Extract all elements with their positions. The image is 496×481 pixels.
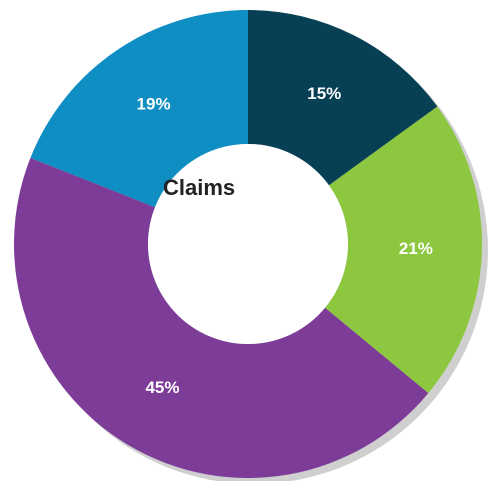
- hole: [148, 144, 348, 344]
- slice-label: 15%: [307, 84, 341, 103]
- slice-label: 19%: [137, 95, 171, 114]
- slice: [325, 106, 482, 394]
- donut: 21% 45% 19% 15%: [13, 10, 488, 481]
- chart-title: Claims: [163, 175, 235, 200]
- slice-label: 45%: [145, 378, 179, 397]
- slice: [13, 157, 429, 479]
- slice: [30, 10, 249, 208]
- slice: [248, 10, 438, 186]
- slice-label: 21%: [399, 239, 433, 258]
